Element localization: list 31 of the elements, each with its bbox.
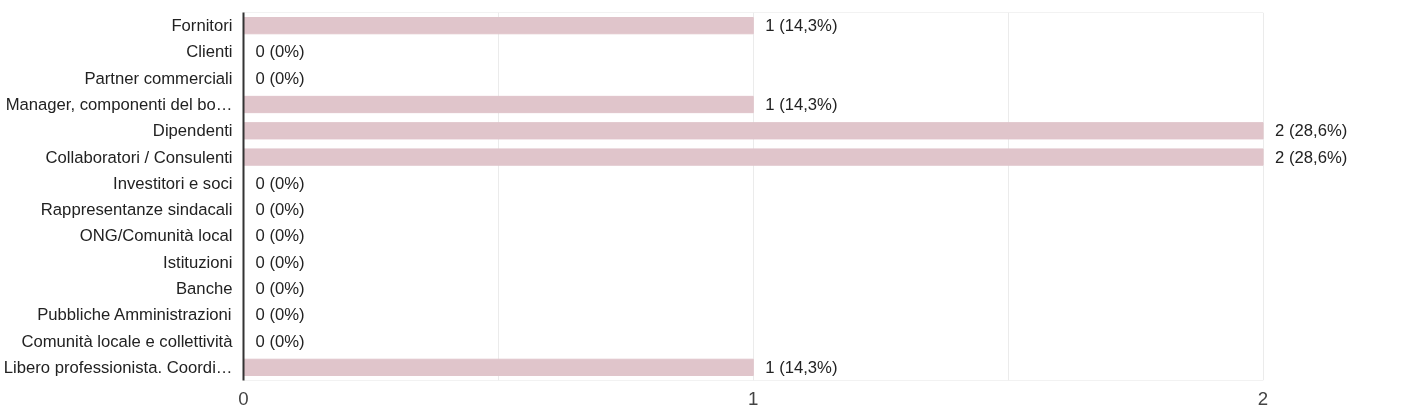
data-label: 1 (14,3%) bbox=[765, 95, 838, 114]
data-label: 0 (0%) bbox=[255, 252, 305, 272]
data-label: 0 (0%) bbox=[255, 200, 305, 220]
y-tick-label: Banche bbox=[176, 279, 233, 298]
y-tick-label: Dipendenti bbox=[152, 121, 233, 141]
data-label: 1 (14,3%) bbox=[765, 16, 838, 36]
y-tick-label: Libero professionista. Coordi… bbox=[3, 357, 233, 377]
y-tick-label: Collaboratori / Consulenti bbox=[45, 147, 233, 167]
y-tick-label: Manager, componenti del bo… bbox=[5, 95, 233, 114]
y-tick-label: Partner commerciali bbox=[84, 68, 233, 88]
y-tick-label: Fornitori bbox=[171, 16, 233, 36]
data-label: 0 (0%) bbox=[255, 226, 305, 246]
data-label: 0 (0%) bbox=[255, 331, 305, 351]
y-tick-label: Rappresentanze sindacali bbox=[40, 200, 233, 220]
y-tick-label: Investitori e soci bbox=[113, 173, 233, 193]
data-label: 0 (0%) bbox=[255, 42, 305, 62]
data-label: 2 (28,6%) bbox=[1275, 121, 1348, 141]
y-tick-label: ONG/Comunità local bbox=[79, 226, 233, 246]
data-label: 0 (0%) bbox=[255, 305, 305, 325]
y-tick-label: Istituzioni bbox=[163, 252, 233, 272]
x-tick-label: 2 bbox=[1257, 387, 1269, 409]
data-label: 1 (14,3%) bbox=[765, 357, 838, 377]
y-tick-label: Pubbliche Amministrazioni bbox=[37, 305, 232, 325]
data-label: 0 (0%) bbox=[255, 279, 305, 298]
y-tick-label: Comunità locale e collettività bbox=[21, 331, 234, 351]
data-label: 0 (0%) bbox=[255, 68, 305, 88]
x-tick-label: 1 bbox=[748, 387, 759, 409]
data-label: 0 (0%) bbox=[255, 173, 305, 193]
data-label: 2 (28,6%) bbox=[1275, 147, 1348, 167]
x-tick-label: 0 bbox=[238, 387, 249, 409]
y-tick-label: Clienti bbox=[186, 42, 233, 62]
